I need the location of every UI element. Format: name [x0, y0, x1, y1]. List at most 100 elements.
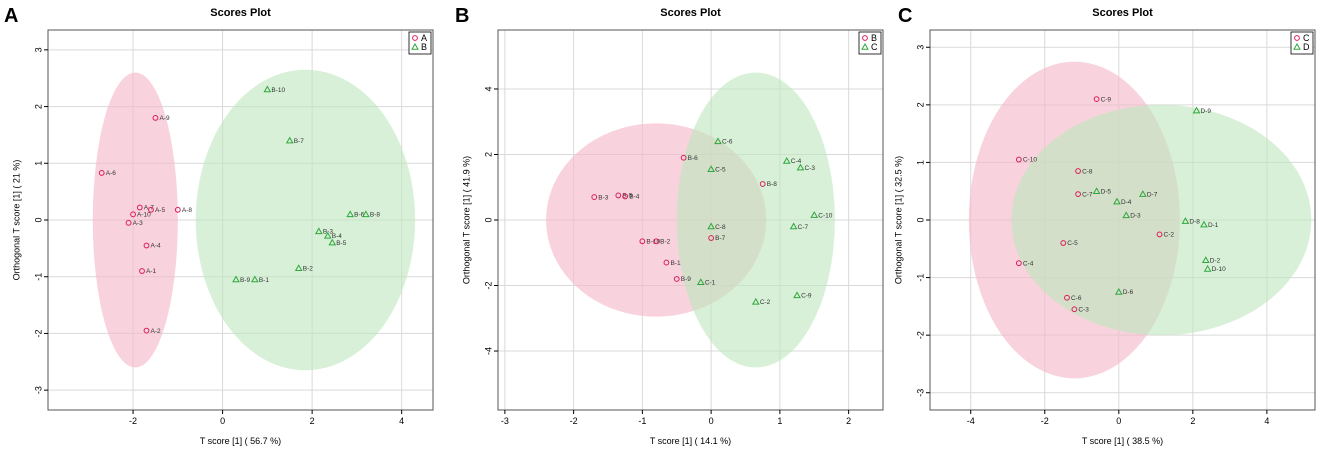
y-axis-label: Orthogonal T score [1] ( 21 %) — [11, 160, 21, 281]
point-label: D-4 — [1121, 199, 1132, 206]
point-marker — [136, 204, 143, 211]
y-tick-label: 2 — [915, 102, 925, 107]
panel-a: A Scores Plot -2 0 2 4 -3 -2 -1 0 1 2 3 T score [1] (… — [4, 5, 434, 446]
point-marker — [361, 210, 370, 218]
point-marker — [810, 211, 819, 218]
point-marker — [250, 275, 259, 283]
y-axis-label: Orthogonal T score [1] ( 41.9 %) — [461, 156, 471, 284]
point-label: B-8 — [370, 212, 381, 219]
y-tick-label: -2 — [33, 329, 43, 337]
point-marker — [1200, 220, 1208, 228]
point-marker — [1203, 264, 1212, 272]
ellipse-a — [92, 72, 178, 368]
ellipse-b — [195, 69, 416, 371]
y-tick-label: 3 — [33, 47, 43, 52]
legend: BC — [858, 31, 882, 55]
y-tick-label: 2 — [483, 152, 493, 157]
point-label: D-7 — [1147, 191, 1158, 198]
y-tick-label: 0 — [33, 217, 43, 222]
point-marker — [1122, 211, 1131, 219]
point-marker — [174, 206, 181, 213]
point-marker — [1060, 240, 1067, 246]
point-label: C-5 — [715, 166, 726, 173]
confidence-ellipses — [92, 69, 416, 371]
point-label: B-4 — [629, 194, 640, 201]
point-marker — [708, 235, 715, 241]
point-label: C-9 — [1101, 96, 1112, 103]
point-label: D-6 — [1123, 289, 1134, 296]
point-marker — [1114, 287, 1123, 295]
legend-marker — [1294, 35, 1300, 41]
point-label: D-3 — [1130, 213, 1141, 220]
legend-box — [858, 31, 882, 55]
point-marker — [1015, 156, 1022, 163]
point-marker — [707, 222, 715, 230]
point-marker — [1192, 106, 1201, 114]
x-tick-label: 0 — [220, 416, 225, 426]
point-marker — [294, 264, 303, 271]
legend-entry: B — [871, 33, 877, 43]
panel-b: B Scores Plot -3 -2 -1 0 1 2 -4 -2 0 2 4 T score [1] … — [455, 5, 884, 446]
x-tick-label: 1 — [777, 416, 782, 426]
point-label: B-4 — [332, 233, 343, 240]
y-tick-label: -2 — [915, 331, 925, 339]
point-label: B-1 — [259, 277, 270, 284]
point-label: C-10 — [818, 212, 832, 219]
point-label: B-3 — [323, 229, 334, 236]
point-label: B-9 — [681, 276, 692, 283]
series-b: B-6B-8B-3 B-5B-4B-10 B-2 B-7B-1B-9 — [591, 154, 778, 283]
point-label: C-3 — [1078, 306, 1089, 313]
x-tick-label: 0 — [1116, 416, 1121, 426]
point-marker — [1156, 231, 1163, 238]
confidence-ellipses — [546, 72, 835, 368]
y-tick-label: -3 — [915, 389, 925, 397]
point-label: A-5 — [155, 207, 166, 214]
point-marker — [789, 222, 798, 230]
point-label: C-8 — [715, 224, 726, 231]
point-label: C-10 — [1023, 157, 1037, 164]
point-label: C-6 — [722, 139, 733, 146]
point-marker — [1093, 96, 1100, 102]
series-a: A-9A-6A-7 A-5A-10A-8A-3A-4A-1A-2 — [98, 115, 192, 335]
point-marker — [1201, 256, 1210, 264]
point-label: C-7 — [798, 224, 809, 231]
y-tick-label: 0 — [915, 217, 925, 222]
legend: AB — [408, 31, 432, 55]
point-label: B-3 — [598, 194, 609, 201]
point-label: A-9 — [159, 115, 170, 122]
x-tick-label: 2 — [846, 416, 851, 426]
point-label: B-8 — [767, 181, 778, 188]
series-d: D-9 D-5 D-7 D-4 D-3 D-8 D-1 D-6 D-2D-10 — [1092, 106, 1226, 296]
point-marker — [232, 275, 240, 283]
point-marker — [1181, 217, 1190, 224]
point-marker — [346, 210, 355, 218]
point-marker — [314, 227, 323, 235]
y-tick-label: 0 — [483, 217, 493, 222]
x-tick-label: 0 — [709, 416, 714, 426]
point-label: A-10 — [137, 212, 151, 219]
point-label: A-6 — [106, 170, 117, 177]
legend-marker — [862, 35, 868, 41]
point-marker — [591, 194, 598, 200]
plot-title: Scores Plot — [1092, 7, 1153, 19]
legend-entry: D — [1303, 42, 1310, 52]
plot-title: Scores Plot — [210, 7, 271, 19]
legend-marker — [411, 42, 419, 50]
point-marker — [285, 136, 294, 144]
point-label: C-5 — [1067, 240, 1078, 247]
y-tick-label: -2 — [483, 282, 493, 290]
point-marker — [148, 206, 154, 213]
legend-entry: B — [421, 42, 427, 52]
panel-letter: B — [455, 5, 469, 27]
point-label: C-4 — [791, 158, 802, 165]
point-label: C-7 — [1082, 191, 1093, 198]
point-label: C-2 — [760, 299, 771, 306]
y-tick-label: 1 — [33, 161, 43, 166]
point-marker — [1071, 306, 1078, 313]
series-c: C-9 C-10 C-8 C-7 C-2 C-5 C-4 C-6 C-3 — [1015, 96, 1174, 313]
point-marker — [1075, 191, 1081, 197]
legend-box — [1290, 31, 1314, 55]
point-label: D-9 — [1201, 108, 1212, 115]
point-label: B-7 — [294, 138, 305, 145]
point-marker — [751, 297, 760, 305]
